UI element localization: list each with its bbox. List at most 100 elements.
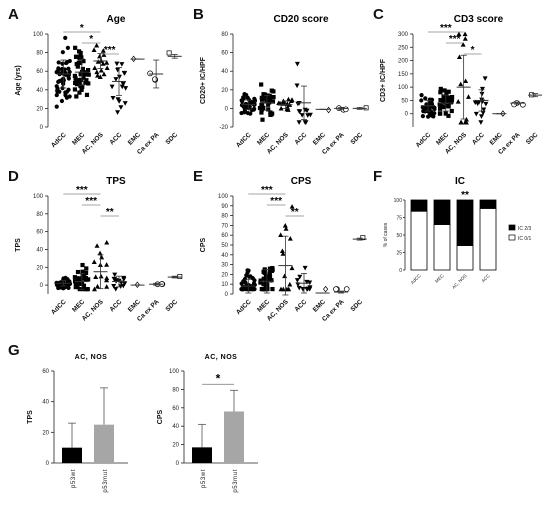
- data-point: [91, 286, 97, 292]
- data-point: [442, 88, 447, 93]
- data-point: [112, 272, 118, 278]
- y-tick-label: 60: [42, 369, 49, 375]
- category-group: [72, 45, 91, 99]
- data-point: [423, 96, 428, 101]
- data-point: [73, 45, 78, 50]
- legend-label: IC 2/3: [518, 226, 532, 232]
- data-point: [242, 92, 247, 97]
- bar-segment: [456, 245, 474, 271]
- y-tick-label: 25: [396, 251, 402, 257]
- data-point: [54, 84, 59, 89]
- chart-g-cps: AC, NOS 0 20 40 60 80 100 CPS p53wt p53mut *: [157, 354, 258, 493]
- category-group: [510, 100, 526, 108]
- data-point: [101, 52, 107, 57]
- data-point: [260, 117, 265, 122]
- x-tick-label: AdCC: [410, 273, 423, 286]
- data-point: [80, 262, 85, 268]
- data-point: [120, 81, 126, 87]
- y-axis-label: CPS: [157, 409, 164, 424]
- data-point: [363, 105, 369, 111]
- category-group: [72, 262, 91, 292]
- panel-letter-c: C: [373, 6, 384, 23]
- data-point: [81, 59, 86, 64]
- data-point: [271, 94, 276, 100]
- x-tick-label: SDC: [164, 298, 179, 313]
- y-axis-label: CD20+ IC/HPF: [200, 56, 207, 104]
- y-tick-label: 40: [42, 400, 49, 406]
- data-point: [177, 274, 183, 279]
- data-point: [432, 111, 437, 116]
- category-group: [528, 92, 543, 98]
- chart-cd20: CD20 score -20 0 20 40 60 80 CD20+ IC/HPF AdCC ME…: [200, 14, 369, 156]
- data-point: [441, 99, 447, 104]
- significance-label: ***: [76, 185, 88, 196]
- data-point: [60, 61, 65, 66]
- data-point: [83, 270, 89, 275]
- data-point: [54, 92, 59, 98]
- category-group: [278, 204, 295, 296]
- category-group: [334, 105, 349, 113]
- data-point: [249, 100, 254, 106]
- data-point: [280, 251, 286, 256]
- data-point: [94, 69, 100, 75]
- bar-segment: [410, 199, 428, 212]
- x-tick-label: ACC: [471, 131, 486, 146]
- data-point: [56, 66, 61, 71]
- data-point: [81, 75, 86, 80]
- data-point: [270, 287, 275, 292]
- data-point: [75, 269, 81, 275]
- y-tick-label: 0: [225, 292, 229, 298]
- data-point: [479, 86, 485, 92]
- significance-label: **: [461, 190, 469, 201]
- data-point: [79, 77, 84, 82]
- bar-segment: [479, 208, 497, 271]
- data-point: [305, 113, 311, 118]
- category-group: [276, 96, 295, 112]
- data-point: [299, 113, 305, 118]
- data-point: [438, 90, 443, 95]
- data-point: [98, 67, 104, 73]
- y-tick-label: 20: [36, 106, 43, 112]
- bar-segment: [433, 224, 451, 271]
- data-point: [323, 285, 329, 293]
- y-tick-label: 80: [172, 387, 179, 393]
- data-point: [75, 64, 80, 69]
- data-point: [60, 50, 65, 55]
- data-point: [74, 281, 79, 287]
- bar: [192, 447, 212, 463]
- chart-title: CPS: [291, 176, 312, 187]
- y-tick-label: 10: [221, 282, 228, 288]
- bar-segment: [479, 199, 497, 209]
- data-point: [271, 89, 276, 94]
- data-point: [79, 87, 84, 92]
- data-point: [73, 54, 79, 59]
- x-tick-label: MEC: [256, 298, 271, 313]
- data-point: [462, 31, 468, 37]
- data-point: [483, 101, 489, 107]
- data-point: [118, 105, 124, 110]
- data-point: [55, 88, 60, 93]
- data-point: [443, 111, 448, 116]
- data-point: [86, 68, 91, 73]
- data-point: [438, 98, 443, 103]
- data-point: [114, 61, 120, 67]
- data-point: [80, 66, 85, 72]
- data-point: [247, 274, 252, 279]
- y-tick-label: 0: [225, 106, 229, 112]
- data-point: [280, 286, 286, 292]
- x-tick-label: AdCC: [50, 131, 68, 149]
- category-group: [294, 265, 313, 294]
- data-point: [86, 277, 91, 282]
- data-point: [449, 108, 454, 114]
- data-point: [472, 100, 478, 105]
- data-point: [287, 235, 293, 241]
- significance-label: *: [216, 371, 221, 385]
- significance-label: ***: [261, 185, 273, 196]
- data-point: [152, 76, 158, 83]
- chart-title: TPS: [106, 176, 126, 187]
- data-point: [437, 102, 442, 107]
- y-axis-label: TPS: [27, 410, 34, 424]
- panel-letter-a: A: [8, 6, 19, 23]
- x-tick-label: ACC: [108, 298, 123, 313]
- data-point: [261, 287, 267, 292]
